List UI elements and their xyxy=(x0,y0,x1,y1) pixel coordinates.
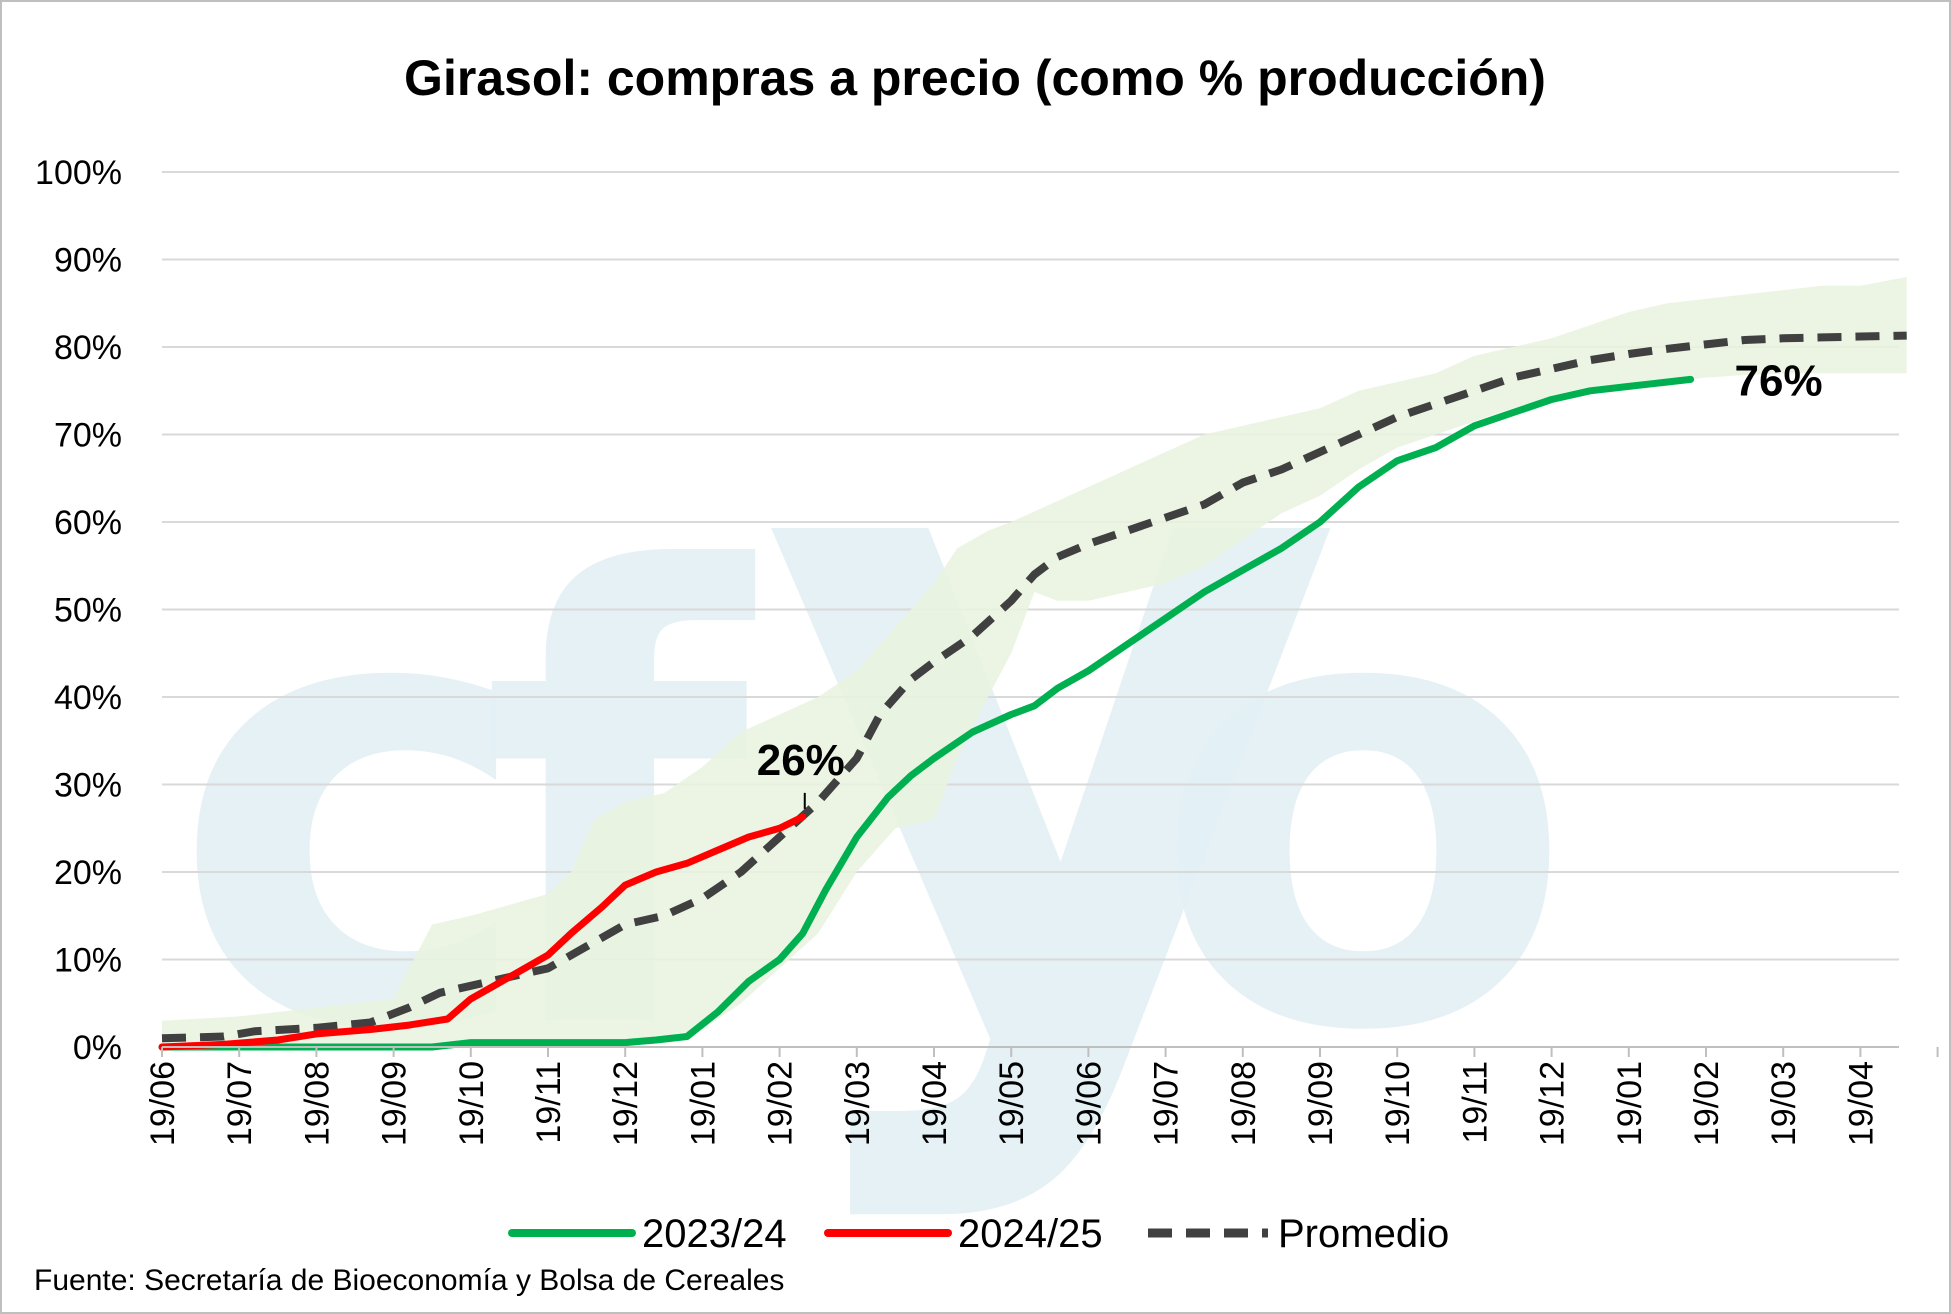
y-tick-label: 10% xyxy=(54,942,122,980)
y-tick-label: 40% xyxy=(54,679,122,717)
x-tick-label: 19/06 xyxy=(1070,1061,1108,1146)
range-band-area xyxy=(162,277,1907,1047)
y-tick-label: 80% xyxy=(54,329,122,367)
legend-label: Promedio xyxy=(1278,1212,1449,1256)
annotation-label: 26% xyxy=(757,736,845,785)
x-tick-label: 19/10 xyxy=(453,1061,491,1146)
y-tick-label: 90% xyxy=(54,242,122,280)
x-axis-ticks: 19/06 19/07 19/08 19/09 19/10 19/11 19/12 19/01… xyxy=(144,1061,1880,1146)
x-tick-label: 19/05 xyxy=(993,1061,1031,1146)
x-tick-label: 19/11 xyxy=(1456,1061,1494,1144)
y-tick-label: 100% xyxy=(35,154,122,192)
series-line-2023/24 xyxy=(158,375,1695,1051)
annotation-label: 76% xyxy=(1735,356,1823,405)
x-tick-label: 19/03 xyxy=(1765,1061,1803,1146)
x-tick-label: 19/09 xyxy=(1302,1061,1340,1146)
annotations: 26% 76% xyxy=(757,356,1823,809)
x-tick-label: 19/11 xyxy=(530,1061,568,1144)
x-tick-label: 19/12 xyxy=(1534,1061,1572,1146)
x-tick-label: 19/02 xyxy=(762,1061,800,1146)
x-tick-label: 19/08 xyxy=(1225,1061,1263,1146)
y-tick-label: 60% xyxy=(54,504,122,542)
series-line-Promedio xyxy=(161,331,1907,1043)
x-tick-label: 19/07 xyxy=(1148,1061,1186,1146)
x-axis xyxy=(161,1046,1939,1057)
x-tick-label: 19/07 xyxy=(221,1061,259,1146)
x-tick-label: 19/03 xyxy=(839,1061,877,1146)
x-tick-label: 19/08 xyxy=(298,1061,336,1146)
y-tick-label: 50% xyxy=(54,592,122,630)
y-tick-label: 70% xyxy=(54,417,122,455)
series-lines xyxy=(158,331,1907,1051)
series-line-2024/25 xyxy=(158,813,807,1051)
x-tick-label: 19/01 xyxy=(684,1061,722,1146)
x-tick-label: 19/01 xyxy=(1611,1061,1649,1146)
chart-title: Girasol: compras a precio (como % produc… xyxy=(404,50,1546,106)
legend-label: 2024/25 xyxy=(958,1212,1103,1256)
x-tick-label: 19/10 xyxy=(1379,1061,1417,1146)
x-tick-label: 19/12 xyxy=(607,1061,645,1146)
x-tick-label: 19/06 xyxy=(144,1061,182,1146)
y-axis-ticks: 0% 10% 20% 30% 40% 50% 60% 70% 80% 90% 100% xyxy=(35,154,122,1067)
y-tick-label: 30% xyxy=(54,767,122,805)
x-tick-label: 19/04 xyxy=(1842,1061,1880,1146)
range-band xyxy=(162,277,1907,1047)
legend: 2023/24 2024/25 Promedio xyxy=(508,1212,1449,1256)
x-tick-label: 19/09 xyxy=(376,1061,414,1146)
legend-label: 2023/24 xyxy=(642,1212,787,1256)
source-note: Fuente: Secretaría de Bioeconomía y Bols… xyxy=(34,1264,784,1297)
x-tick-label: 19/04 xyxy=(916,1061,954,1146)
y-tick-label: 0% xyxy=(73,1029,122,1067)
x-tick-label: 19/02 xyxy=(1688,1061,1726,1146)
y-tick-label: 20% xyxy=(54,854,122,892)
